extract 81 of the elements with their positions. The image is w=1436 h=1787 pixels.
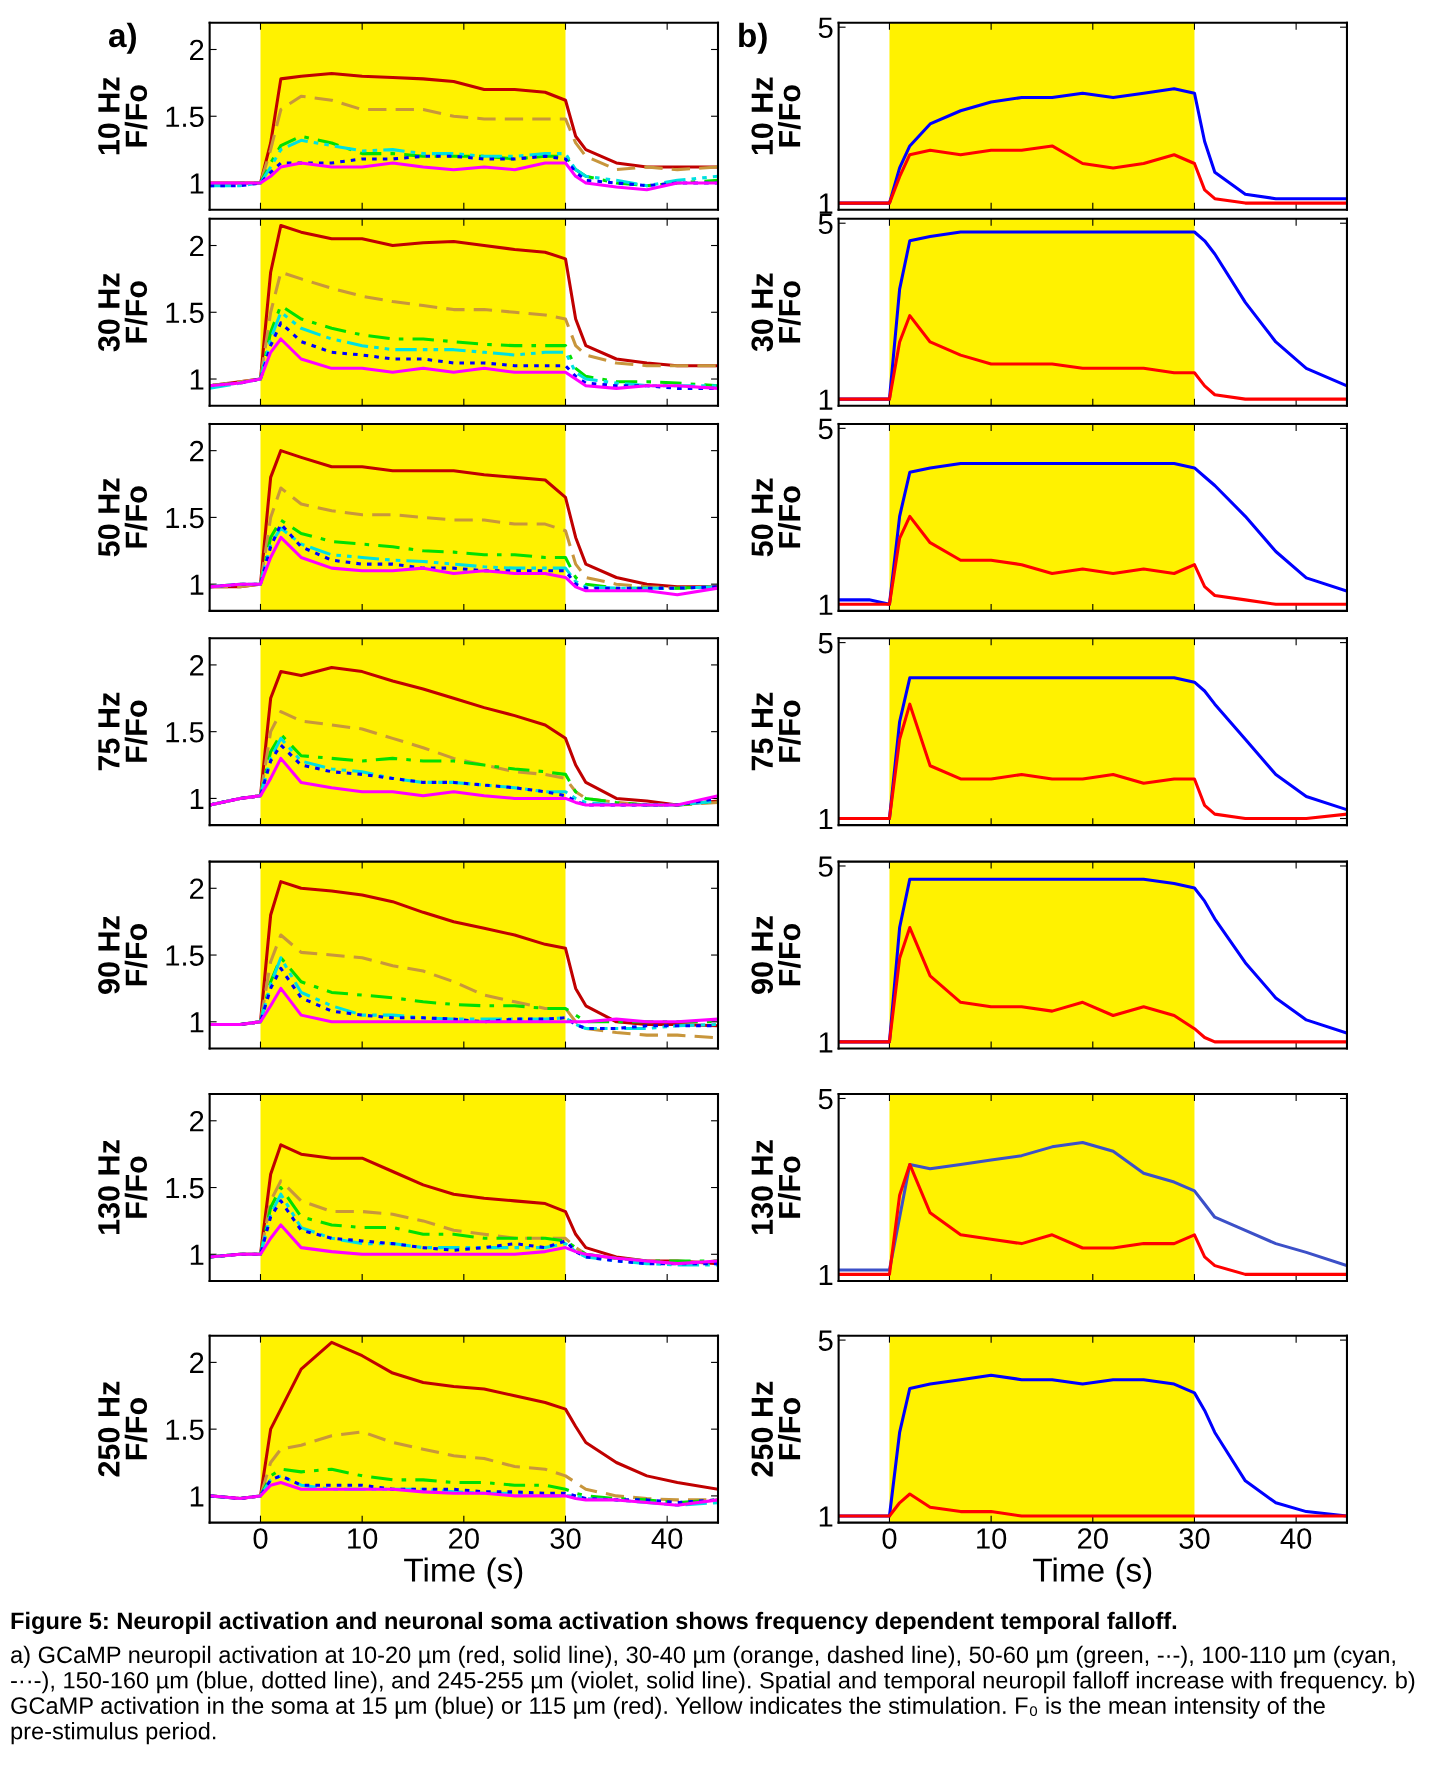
- y-tick-label: 1: [190, 1486, 204, 1507]
- y-tick-label: 1: [190, 574, 204, 595]
- y-tick-label: 2: [190, 655, 204, 676]
- y-tick-label: 5: [818, 856, 833, 877]
- y-tick-label: 1.5: [166, 1419, 204, 1440]
- y-tick-label: 1: [190, 173, 204, 194]
- x-axis-title: Time (s): [404, 1557, 523, 1589]
- y-axis-title: 90 Hz F/Fo: [98, 916, 148, 994]
- y-axis-title: 10 Hz F/Fo: [98, 77, 148, 155]
- x-tick-label: 30: [1179, 1528, 1210, 1549]
- y-tick-label: 2: [190, 1110, 204, 1132]
- line-series: [838, 462, 1347, 606]
- x-tick-label: 20: [449, 1528, 479, 1549]
- y-tick-label: 1.5: [166, 106, 204, 128]
- x-tick-label: 20: [1078, 1528, 1108, 1549]
- x-tick-label: 40: [651, 1528, 683, 1549]
- line-series: [209, 535, 718, 597]
- y-tick-label: 1: [819, 1032, 833, 1053]
- x-tick-label: 0: [253, 1528, 268, 1549]
- y-axis-title: 50 Hz F/Fo: [751, 478, 801, 557]
- x-tick-label: 30: [550, 1528, 581, 1549]
- x-tick-label: 0: [882, 1528, 897, 1549]
- y-axis-title: 75 Hz F/Fo: [98, 692, 148, 771]
- line-series: [838, 926, 1347, 1044]
- line-series: [209, 337, 718, 390]
- y-tick-label: 1: [190, 369, 204, 390]
- text: a): [108, 22, 136, 54]
- y-tick-label: 5: [818, 1330, 833, 1351]
- y-tick-label: 1: [819, 594, 833, 615]
- line-series: [209, 1223, 718, 1266]
- caption: Figure 5: Neuropil activation and neuronal soma activation shows frequency dependent temporal falloff.: [11, 1611, 1177, 1634]
- y-tick-label: 5: [818, 17, 833, 39]
- y-axis-title: 75 Hz F/Fo: [751, 692, 801, 771]
- y-axis-title: 130 Hz F/Fo: [751, 1140, 801, 1235]
- y-axis-title: 50 Hz F/Fo: [98, 478, 148, 557]
- text: a) GCaMP neuropil activation at 10-20 µm (red, solid line), 30-40 µm (orange, dashed line), 50-60 µm (green, -·-), 100-110 µm (cyan, -··-), 150-160 µm (blue, dotted line), and 245-255 µm (violet, solid line). Spatial and temporal neuropil falloff increase with frequency. b) GCaMP activation in the soma at 15 µm (blue) or 115 µm (red). Yellow indicates the stimulation. F₀ is the mean intensity of the pre-stimulus period.: [11, 1645, 1415, 1745]
- line-series: [838, 702, 1347, 821]
- y-axis-title: 250 Hz F/Fo: [98, 1381, 148, 1477]
- y-tick-label: 1: [819, 389, 833, 410]
- y-axis-title: 30 Hz F/Fo: [98, 273, 148, 352]
- line-series: [209, 756, 718, 807]
- y-axis-title: 30 Hz F/Fo: [751, 273, 801, 352]
- y-tick-label: 1: [819, 1506, 833, 1527]
- y-tick-label: 1: [819, 1264, 833, 1285]
- y-tick-label: 1.5: [166, 1178, 204, 1199]
- line-series: [209, 161, 718, 192]
- y-tick-label: 1: [819, 809, 833, 830]
- x-axis-title: Time (s): [1033, 1557, 1152, 1589]
- y-tick-label: 1.5: [166, 722, 204, 743]
- y-axis-title: 10 Hz F/Fo: [751, 77, 801, 155]
- y-tick-label: 1.5: [166, 507, 204, 529]
- y-tick-label: 2: [190, 39, 204, 61]
- y-tick-label: 2: [190, 878, 204, 899]
- line-series: [838, 1140, 1347, 1272]
- line-series: [209, 1481, 718, 1507]
- line-series: [838, 514, 1347, 606]
- y-tick-label: 5: [818, 1088, 833, 1110]
- text: b): [739, 22, 767, 54]
- y-tick-label: 5: [818, 418, 833, 440]
- y-tick-label: 1.5: [166, 302, 204, 324]
- y-axis-title: 90 Hz F/Fo: [751, 916, 801, 994]
- y-tick-label: 2: [190, 235, 204, 257]
- y-tick-label: 2: [190, 1352, 204, 1373]
- y-tick-label: 1.5: [166, 945, 204, 966]
- y-tick-label: 1: [190, 1012, 204, 1033]
- y-tick-label: 1: [190, 1244, 204, 1265]
- line-series: [838, 1162, 1347, 1276]
- x-tick-label: 10: [977, 1528, 1007, 1549]
- y-tick-label: 1: [190, 788, 204, 809]
- y-axis-title: 130 Hz F/Fo: [98, 1140, 148, 1235]
- line-series: [209, 986, 718, 1026]
- y-tick-label: 2: [190, 440, 204, 462]
- line-series: [838, 1492, 1347, 1518]
- line-series: [838, 144, 1347, 205]
- y-tick-label: 5: [818, 633, 833, 654]
- y-tick-label: 1: [819, 193, 833, 214]
- y-axis-title: 250 Hz F/Fo: [751, 1381, 801, 1477]
- x-tick-label: 40: [1280, 1528, 1312, 1549]
- line-series: [838, 314, 1347, 401]
- x-tick-label: 10: [348, 1528, 378, 1549]
- y-tick-label: 5: [818, 213, 833, 235]
